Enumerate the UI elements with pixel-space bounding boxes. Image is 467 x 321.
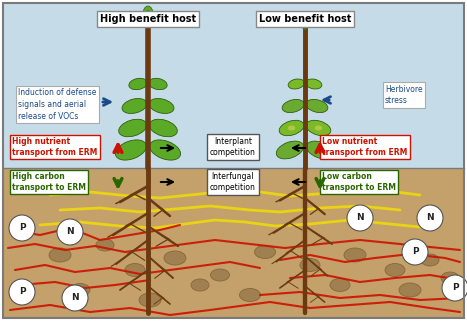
Circle shape (57, 219, 83, 245)
Ellipse shape (70, 283, 90, 297)
Ellipse shape (149, 99, 174, 113)
Ellipse shape (49, 248, 71, 262)
Ellipse shape (125, 264, 145, 276)
Text: Induction of defense
signals and aerial
release of VOCs: Induction of defense signals and aerial … (18, 88, 96, 121)
Text: P: P (412, 247, 418, 256)
Ellipse shape (385, 264, 405, 276)
Ellipse shape (399, 283, 421, 297)
Ellipse shape (315, 126, 322, 130)
Ellipse shape (330, 279, 350, 291)
Text: High nutrient
transport from ERM: High nutrient transport from ERM (12, 137, 98, 157)
Ellipse shape (149, 119, 177, 137)
Ellipse shape (306, 100, 328, 113)
Ellipse shape (288, 79, 304, 89)
Text: P: P (19, 288, 25, 297)
Circle shape (9, 215, 35, 241)
Ellipse shape (115, 140, 146, 160)
Circle shape (347, 205, 373, 231)
Ellipse shape (300, 258, 320, 272)
Circle shape (442, 275, 467, 301)
Text: Low benefit host: Low benefit host (259, 14, 351, 24)
Ellipse shape (276, 141, 304, 159)
Ellipse shape (301, 15, 310, 29)
Ellipse shape (191, 279, 209, 291)
Text: N: N (356, 213, 364, 222)
Text: P: P (19, 223, 25, 232)
Ellipse shape (122, 99, 147, 113)
Ellipse shape (143, 6, 153, 22)
Circle shape (62, 285, 88, 311)
Text: Interfungal
competition: Interfungal competition (210, 172, 256, 192)
Circle shape (417, 205, 443, 231)
Ellipse shape (240, 289, 261, 301)
Ellipse shape (344, 248, 366, 262)
Circle shape (402, 239, 428, 265)
Ellipse shape (305, 79, 322, 89)
Ellipse shape (255, 246, 276, 258)
Bar (3, 3, 464, 168)
Text: N: N (426, 213, 434, 222)
Circle shape (9, 279, 35, 305)
Ellipse shape (139, 293, 161, 307)
Ellipse shape (421, 254, 439, 266)
Text: Low nutrient
transport from ERM: Low nutrient transport from ERM (322, 137, 407, 157)
Text: N: N (71, 293, 79, 302)
Ellipse shape (288, 126, 295, 130)
Text: High benefit host: High benefit host (100, 14, 196, 24)
Text: N: N (66, 228, 74, 237)
Text: High carbon
transport to ERM: High carbon transport to ERM (12, 172, 86, 192)
Ellipse shape (119, 119, 147, 137)
Ellipse shape (441, 272, 459, 284)
Text: Interplant
competition: Interplant competition (210, 137, 256, 157)
Ellipse shape (164, 251, 186, 265)
Ellipse shape (149, 78, 167, 90)
Ellipse shape (149, 140, 181, 160)
Bar (3, 168, 464, 318)
Text: Herbivore
stress: Herbivore stress (385, 85, 423, 105)
Text: Low carbon
transport to ERM: Low carbon transport to ERM (322, 172, 396, 192)
Ellipse shape (306, 141, 334, 159)
Ellipse shape (306, 120, 331, 136)
Ellipse shape (279, 120, 304, 136)
Ellipse shape (129, 78, 147, 90)
Ellipse shape (211, 269, 229, 281)
Ellipse shape (282, 100, 304, 113)
Text: P: P (452, 283, 458, 292)
Ellipse shape (96, 239, 114, 251)
